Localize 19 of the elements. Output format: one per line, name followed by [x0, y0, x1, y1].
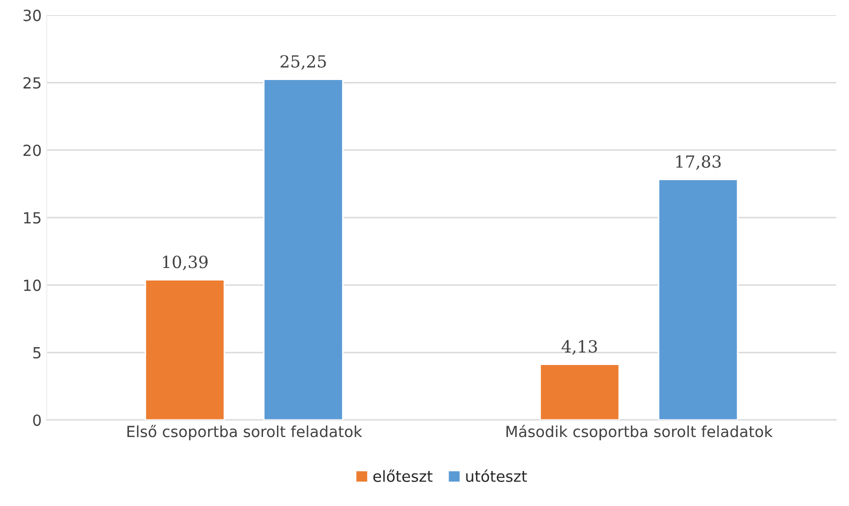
data-label: 17,83 [676, 155, 721, 170]
y-tick-label: 0 [33, 414, 41, 426]
data-label: 25,25 [280, 55, 326, 70]
legend-label: utóteszt [466, 470, 527, 482]
y-tick-label: 25 [24, 77, 40, 89]
bar [539, 364, 620, 420]
y-tick-label: 5 [33, 347, 40, 359]
bar [658, 178, 738, 420]
y-tick-label: 20 [24, 144, 41, 156]
y-tick-label: 15 [24, 212, 40, 224]
bar [263, 78, 344, 420]
legend-label: előteszt [373, 470, 432, 482]
bar [144, 279, 226, 420]
x-tick-label: Első csoportba sorolt feladatok [127, 424, 362, 440]
data-label: 4,13 [562, 340, 597, 355]
y-tick-label: 30 [24, 10, 41, 22]
y-tick-label: 10 [24, 280, 41, 292]
x-tick-label: Második csoportba sorolt feladatok [506, 424, 773, 440]
data-label: 10,39 [163, 256, 208, 270]
